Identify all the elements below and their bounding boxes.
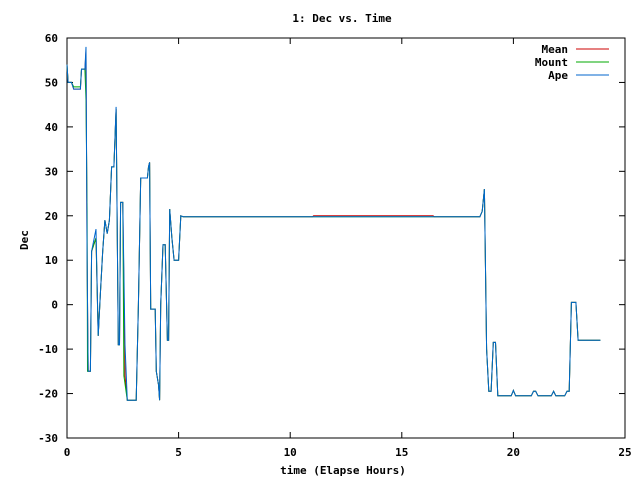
y-tick-label: 50 (45, 76, 58, 89)
x-tick-label: 0 (64, 446, 71, 459)
y-tick-label: 0 (51, 299, 58, 312)
x-tick-label: 10 (284, 446, 297, 459)
legend-label-ape: Ape (548, 69, 568, 82)
axis-ticks: 0 5 10 15 20 25 -30 -20 -10 0 10 20 30 40 50 60 (38, 32, 632, 459)
y-tick-label: 40 (45, 121, 58, 134)
y-tick-label: 30 (45, 165, 58, 178)
y-axis-label: Dec (18, 230, 31, 250)
y-tick-label: 10 (45, 254, 58, 267)
y-tick-label: 20 (45, 210, 58, 223)
x-tick-label: 25 (618, 446, 631, 459)
plot-frame (66, 37, 626, 439)
series-line-ape (66, 46, 601, 401)
y-tick-label: -30 (38, 432, 58, 445)
series-lines (66, 46, 601, 401)
legend-label-mount: Mount (535, 56, 568, 69)
y-tick-label: -20 (38, 388, 58, 401)
y-tick-label: 60 (45, 32, 58, 45)
x-tick-label: 20 (507, 446, 520, 459)
x-tick-label: 15 (395, 446, 408, 459)
x-tick-label: 5 (175, 446, 182, 459)
series-line-mean (66, 51, 601, 401)
series-line-mount (66, 64, 601, 401)
x-axis-label: time (Elapse Hours) (280, 464, 406, 477)
chart-title: 1: Dec vs. Time (292, 12, 392, 25)
y-tick-label: -10 (38, 343, 58, 356)
legend-label-mean: Mean (542, 43, 569, 56)
